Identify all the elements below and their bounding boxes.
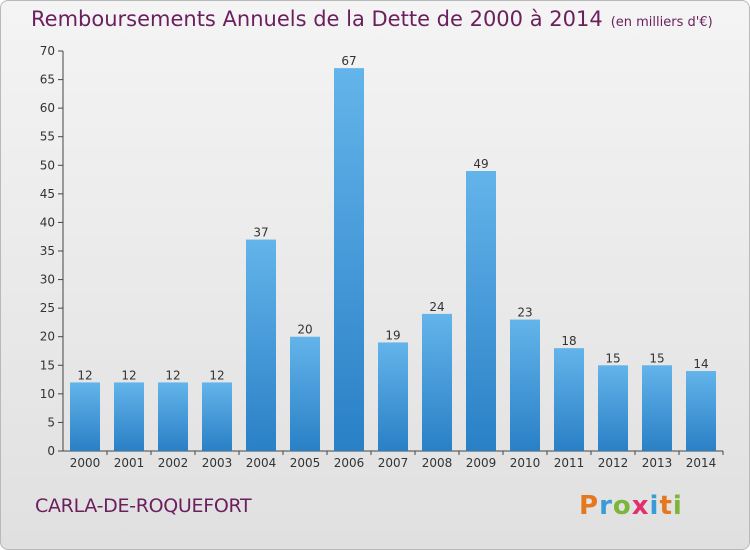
y-tick-label: 10 (40, 387, 55, 401)
x-tick-label: 2013 (642, 456, 673, 470)
bar-2003 (202, 382, 232, 451)
y-tick-label: 65 (40, 73, 55, 87)
bar-2007 (378, 342, 408, 451)
x-tick-label: 2010 (510, 456, 541, 470)
y-tick-label: 5 (47, 415, 55, 429)
bar-2000 (70, 382, 100, 451)
data-label: 12 (165, 368, 180, 382)
data-label: 18 (561, 334, 576, 348)
bar-2008 (422, 313, 452, 451)
y-tick-label: 45 (40, 187, 55, 201)
x-tick-label: 2007 (378, 456, 409, 470)
y-tick-label: 20 (40, 330, 55, 344)
bar-2010 (510, 319, 540, 451)
data-label: 49 (473, 157, 488, 171)
x-tick-label: 2014 (686, 456, 717, 470)
chart-subtitle: (en milliers d'€) (610, 15, 713, 30)
x-tick-label: 2011 (554, 456, 585, 470)
y-tick-label: 30 (40, 273, 55, 287)
x-tick-label: 2001 (114, 456, 145, 470)
x-tick-label: 2005 (290, 456, 321, 470)
x-tick-label: 2003 (202, 456, 233, 470)
bar-2013 (642, 365, 672, 451)
data-label: 12 (209, 368, 224, 382)
bar-2004 (246, 239, 276, 451)
logo-letter: i (649, 491, 660, 521)
data-label: 14 (693, 357, 708, 371)
bar-2009 (466, 171, 496, 451)
logo-letter: r (599, 491, 613, 521)
x-tick-label: 2002 (158, 456, 189, 470)
chart-labels: 2000 12 2001 12 2002 12 2003 12 2004 37 2005 20 2006… (70, 54, 717, 470)
data-label: 15 (605, 351, 620, 365)
logo-letter: x (631, 491, 650, 521)
proxiti-logo[interactable]: Proxiti (579, 491, 683, 521)
bar-2002 (158, 382, 188, 451)
data-label: 67 (341, 54, 356, 68)
y-tick-label: 35 (40, 244, 55, 258)
data-label: 23 (517, 306, 532, 320)
chart-axes: 0 5 10 15 20 25 30 35 40 45 50 55 60 65 70 (40, 44, 724, 458)
bar-2006 (334, 68, 364, 452)
y-tick-label: 70 (40, 44, 55, 58)
y-tick-label: 55 (40, 130, 55, 144)
chart-title: Remboursements Annuels de la Dette de 20… (31, 7, 713, 31)
x-tick-label: 2008 (422, 456, 453, 470)
data-label: 19 (385, 328, 400, 342)
x-tick-label: 2012 (598, 456, 629, 470)
bar-2001 (114, 382, 144, 451)
x-tick-label: 2006 (334, 456, 365, 470)
x-tick-label: 2009 (466, 456, 497, 470)
y-tick-label: 60 (40, 101, 55, 115)
x-tick-label: 2004 (246, 456, 277, 470)
bar-2011 (554, 348, 584, 451)
chart-bars (70, 68, 716, 452)
y-tick-label: 50 (40, 158, 55, 172)
y-tick-label: 15 (40, 358, 55, 372)
logo-letter: o (612, 491, 632, 521)
logo-letter: P (579, 491, 600, 521)
data-label: 20 (297, 323, 312, 337)
chart-title-text: Remboursements Annuels de la Dette de 20… (31, 7, 603, 31)
data-label: 12 (77, 368, 92, 382)
logo-letter: t (659, 491, 673, 521)
bar-2005 (290, 336, 320, 451)
x-tick-label: 2000 (70, 456, 101, 470)
bar-2014 (686, 371, 716, 451)
data-label: 15 (649, 351, 664, 365)
bar-2012 (598, 365, 628, 451)
city-name: CARLA-DE-ROQUEFORT (35, 495, 252, 517)
bar-chart: 0 5 10 15 20 25 30 35 40 45 50 55 60 65 70 2000 12 2001 1… (40, 44, 724, 470)
data-label: 37 (253, 226, 268, 240)
logo-letter: i (672, 491, 683, 521)
data-label: 12 (121, 368, 136, 382)
y-tick-label: 40 (40, 215, 55, 229)
data-label: 24 (429, 300, 444, 314)
y-tick-label: 0 (47, 444, 55, 458)
y-tick-label: 25 (40, 301, 55, 315)
